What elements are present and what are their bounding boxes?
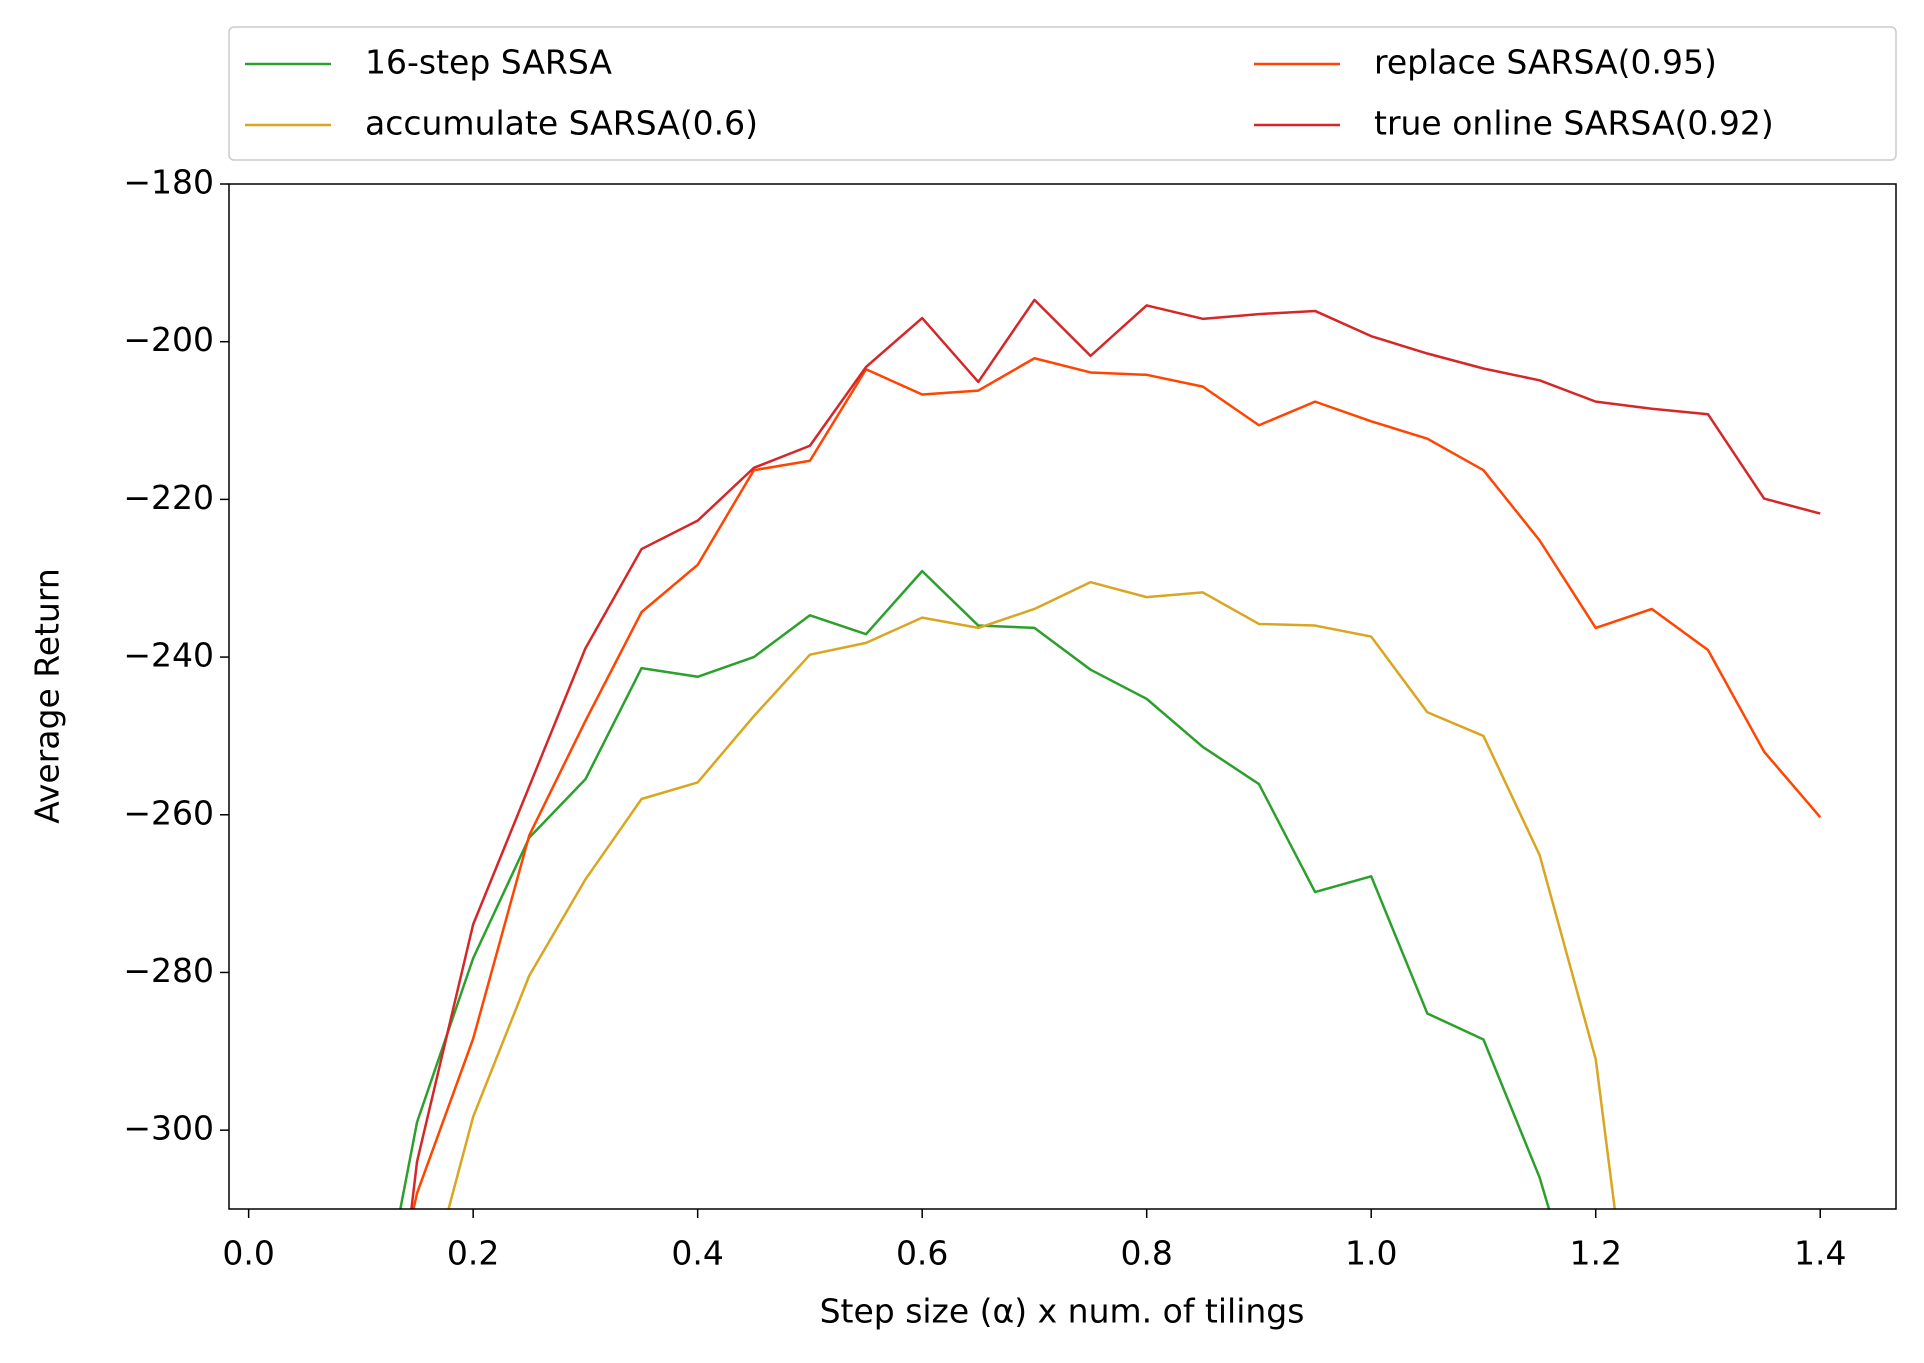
x-tick-label: 0.0 (222, 1234, 274, 1273)
series-line (447, 580, 1617, 1209)
series-line (412, 357, 1822, 1209)
legend-label: replace SARSA(0.95) (1374, 43, 1717, 82)
legend-label: accumulate SARSA(0.6) (365, 104, 758, 143)
plot-area (399, 298, 1822, 1209)
x-tick-label: 1.2 (1569, 1234, 1621, 1273)
legend-label: true online SARSA(0.92) (1374, 104, 1774, 143)
x-tick-label: 1.4 (1794, 1234, 1846, 1273)
x-tick-label: 1.0 (1345, 1234, 1397, 1273)
y-tick-label: −180 (123, 163, 214, 202)
series-line (410, 298, 1821, 1209)
y-axis-label: Average Return (28, 568, 67, 824)
y-tick-label: −280 (123, 951, 214, 990)
y-tick-label: −300 (123, 1109, 214, 1148)
x-tick-label: 0.6 (896, 1234, 948, 1273)
y-tick-label: −200 (123, 320, 214, 359)
x-axis-label: Step size (α) x num. of tilings (820, 1292, 1305, 1331)
y-tick-label: −220 (123, 478, 214, 517)
y-tick-label: −260 (123, 793, 214, 832)
legend-box (228, 26, 1897, 161)
series-line (399, 569, 1551, 1209)
plot-frame (228, 183, 1897, 1210)
x-tick-label: 0.4 (671, 1234, 723, 1273)
legend-label: 16-step SARSA (365, 43, 612, 82)
x-tick-label: 0.8 (1120, 1234, 1172, 1273)
x-tick-label: 0.2 (447, 1234, 499, 1273)
y-tick-label: −240 (123, 636, 214, 675)
